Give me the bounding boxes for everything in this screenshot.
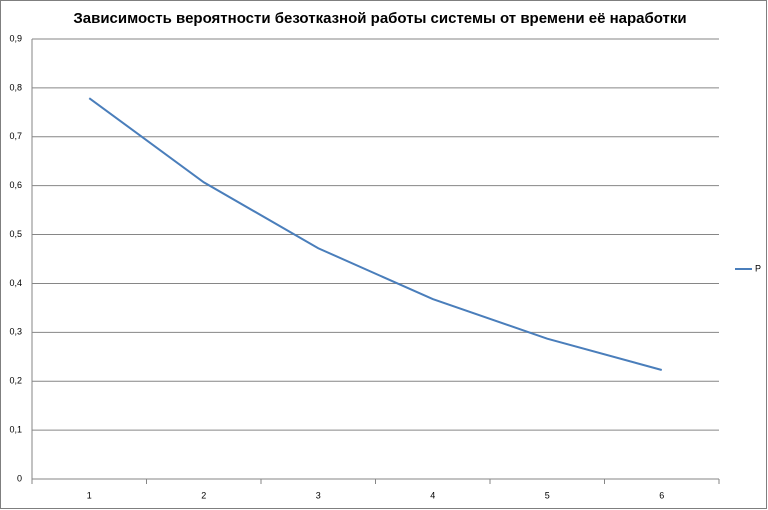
chart-title: Зависимость вероятности безотказной рабо… <box>73 10 686 27</box>
x-tick-label: 5 <box>545 490 550 500</box>
x-tick-label: 6 <box>659 490 664 500</box>
y-tick-label: 0,7 <box>9 131 22 141</box>
legend-label: P <box>755 263 761 273</box>
x-tick-label: 3 <box>316 490 321 500</box>
y-tick-label: 0,3 <box>9 327 22 337</box>
y-tick-label: 0,2 <box>9 376 22 386</box>
y-tick-label: 0,8 <box>9 82 22 92</box>
series-line <box>88 97 663 371</box>
y-tick-label: 0,6 <box>9 180 22 190</box>
x-tick-label: 4 <box>430 490 435 500</box>
y-tick-label: 0,5 <box>9 229 22 239</box>
x-tick-label: 1 <box>87 490 92 500</box>
y-tick-label: 0 <box>17 473 22 483</box>
x-tick-label: 2 <box>201 490 206 500</box>
y-tick-label: 0,1 <box>9 424 22 434</box>
y-tick-label: 0,4 <box>9 278 22 288</box>
y-tick-label: 0,9 <box>9 33 22 43</box>
